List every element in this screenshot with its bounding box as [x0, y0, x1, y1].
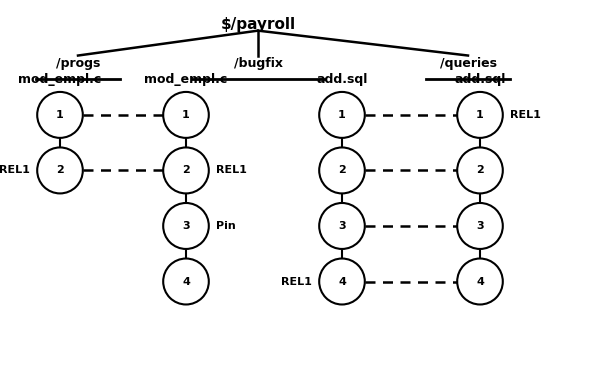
Text: add.sql: add.sql — [316, 73, 368, 86]
Text: Pin: Pin — [216, 221, 236, 231]
Text: 3: 3 — [338, 221, 346, 231]
Text: 2: 2 — [56, 165, 64, 175]
Ellipse shape — [319, 92, 365, 138]
Ellipse shape — [163, 259, 209, 304]
Text: add.sql: add.sql — [454, 73, 506, 86]
Text: REL1: REL1 — [510, 110, 541, 120]
Text: 1: 1 — [476, 110, 484, 120]
Ellipse shape — [319, 259, 365, 304]
Text: 3: 3 — [476, 221, 484, 231]
Text: /queries: /queries — [439, 57, 497, 70]
Ellipse shape — [37, 147, 83, 193]
Text: mod_empl.c: mod_empl.c — [145, 73, 227, 86]
Text: 1: 1 — [182, 110, 190, 120]
Ellipse shape — [457, 203, 503, 249]
Ellipse shape — [163, 203, 209, 249]
Text: 2: 2 — [182, 165, 190, 175]
Text: /bugfix: /bugfix — [233, 57, 283, 70]
Ellipse shape — [37, 92, 83, 138]
Text: 4: 4 — [338, 277, 346, 286]
Text: 2: 2 — [476, 165, 484, 175]
Ellipse shape — [163, 92, 209, 138]
Ellipse shape — [319, 203, 365, 249]
Text: 2: 2 — [338, 165, 346, 175]
Text: 1: 1 — [338, 110, 346, 120]
Ellipse shape — [319, 147, 365, 193]
Text: 3: 3 — [182, 221, 190, 231]
Text: $/payroll: $/payroll — [220, 17, 296, 32]
Text: /progs: /progs — [56, 57, 100, 70]
Ellipse shape — [457, 147, 503, 193]
Ellipse shape — [457, 259, 503, 304]
Text: 1: 1 — [56, 110, 64, 120]
Ellipse shape — [163, 147, 209, 193]
Text: REL1: REL1 — [0, 165, 30, 175]
Text: 4: 4 — [476, 277, 484, 286]
Text: mod_empl.c: mod_empl.c — [19, 73, 101, 86]
Ellipse shape — [457, 92, 503, 138]
Text: 4: 4 — [182, 277, 190, 286]
Text: REL1: REL1 — [281, 277, 312, 286]
Text: REL1: REL1 — [216, 165, 247, 175]
